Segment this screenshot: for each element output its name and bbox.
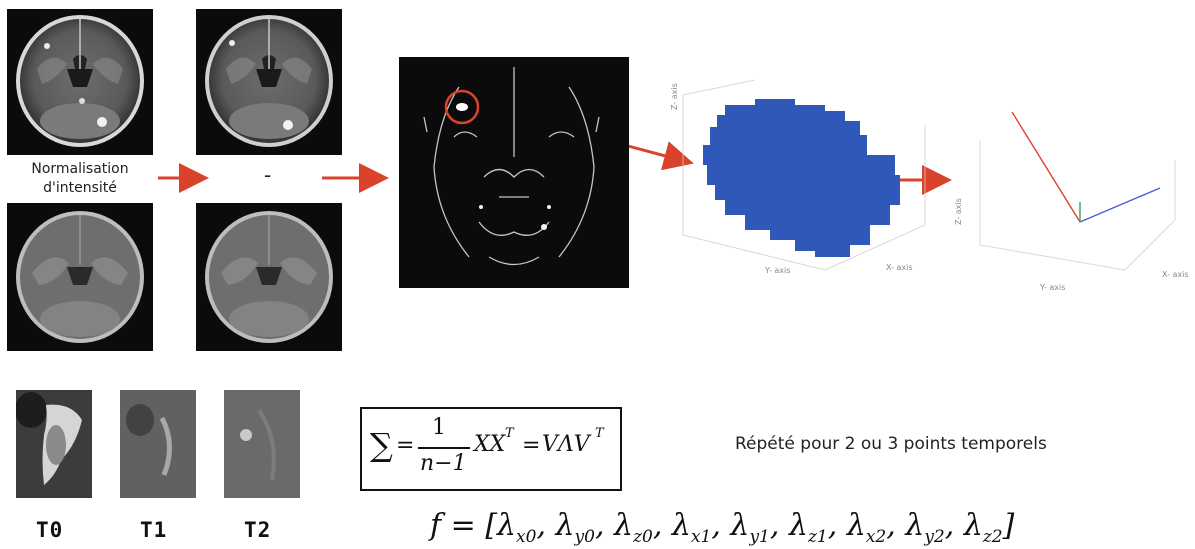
term-separator: , [944, 508, 964, 543]
fraction-numerator: 1 [432, 415, 446, 440]
lambda-term: λ [614, 508, 634, 543]
lesion-voxel-blob [703, 99, 900, 257]
term-separator: , [886, 508, 906, 543]
eigenvector-3d-plot [979, 111, 1176, 271]
vector-x-axis-label: X- axis [1162, 270, 1189, 279]
vlv-term: VΛV [542, 432, 590, 457]
term-separator: , [536, 508, 556, 543]
lambda-term: λ [555, 508, 575, 543]
lambda-term: λ [788, 508, 808, 543]
fraction-bar [418, 447, 470, 449]
feature-vector-prefix: f = [ [430, 508, 498, 543]
term-separator: , [711, 508, 731, 543]
timepoint-label-t1: T1 [140, 518, 168, 542]
normalisation-caption-line2: d'intensité [43, 180, 117, 196]
lambda-term: λ [730, 508, 750, 543]
repeat-note: Répété pour 2 ou 3 points temporels [735, 434, 1047, 454]
lambda-term: λ [905, 508, 925, 543]
vector-y-axis-label: Y- axis [1040, 283, 1066, 292]
feature-vector-suffix: ] [1002, 508, 1015, 543]
mri-slice-top-middle [196, 9, 342, 155]
eigenvector-blue [1079, 187, 1161, 223]
lambda-subscript: z1 [807, 527, 828, 547]
difference-image [399, 57, 629, 288]
sum-symbol: ∑ [370, 426, 393, 464]
mri-slice-top-left [7, 9, 153, 155]
lambda-term: λ [963, 508, 983, 543]
blob-z-axis-label: Z- axis [670, 83, 679, 110]
normalisation-caption: Normalisation d'intensité [10, 160, 150, 198]
patch-t0 [16, 390, 92, 498]
lambda-subscript: y2 [924, 527, 945, 547]
term-separator: , [827, 508, 847, 543]
lambda-subscript: y0 [574, 527, 595, 547]
lesion-3d-plot [682, 79, 926, 271]
vector-z-axis-label: Z- axis [954, 198, 963, 225]
lesion-highlight-circle [444, 89, 480, 125]
lambda-subscript: z0 [633, 527, 653, 547]
term-separator: , [652, 508, 672, 543]
lambda-subscript: x0 [516, 527, 537, 547]
patch-t2 [224, 390, 300, 498]
equals-1: = [396, 433, 415, 458]
feature-vector: f = [λx0, λy0, λz0, λx1, λy1, λz1, λx2, … [430, 508, 1014, 547]
blob-y-axis-label: Y- axis [765, 266, 791, 275]
normalisation-caption-line1: Normalisation [31, 161, 129, 177]
lambda-term: λ [846, 508, 866, 543]
mri-slice-bottom-middle [196, 203, 342, 351]
lambda-term: λ [497, 508, 517, 543]
covariance-formula-box: ∑ = 1 n−1 XX T = VΛV T [360, 407, 622, 491]
blob-x-axis-label: X- axis [886, 263, 913, 272]
lambda-subscript: y1 [749, 527, 770, 547]
term-separator: , [769, 508, 789, 543]
patch-t1 [120, 390, 196, 498]
lambda-subscript: x1 [690, 527, 712, 547]
subtraction-symbol: - [264, 163, 272, 187]
feature-vector-terms: λx0, λy0, λz0, λx1, λy1, λz1, λx2, λy2, … [497, 508, 1003, 547]
equals-2: = [522, 433, 541, 458]
lambda-term: λ [671, 508, 691, 543]
mri-slice-bottom-left [7, 203, 153, 351]
eigenvector-red [1011, 111, 1081, 223]
timepoint-label-t2: T2 [244, 518, 272, 542]
xx-transpose: T [505, 426, 514, 441]
fraction-denominator: n−1 [420, 451, 467, 476]
lambda-subscript: x2 [865, 527, 887, 547]
timepoint-label-t0: T0 [36, 518, 64, 542]
lambda-subscript: z2 [982, 527, 1003, 547]
xx-term: XX [474, 432, 506, 457]
vlv-transpose: T [595, 426, 604, 441]
term-separator: , [594, 508, 615, 543]
